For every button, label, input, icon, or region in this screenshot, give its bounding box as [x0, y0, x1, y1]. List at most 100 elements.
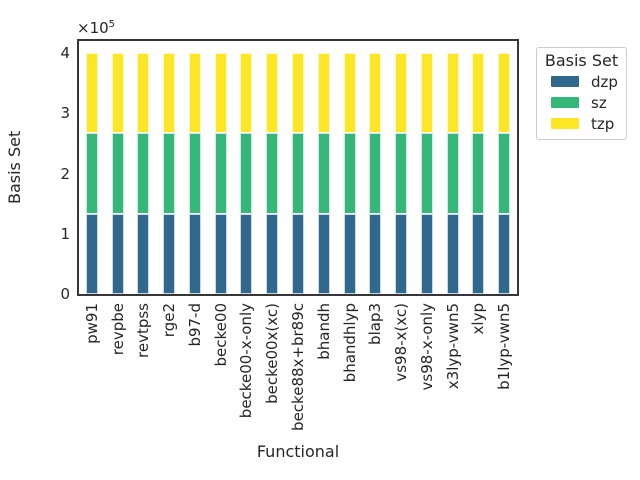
- bar-segment-dzp: [395, 213, 408, 294]
- bar-segment-sz: [498, 133, 511, 214]
- legend-entry-tzp: tzp: [542, 113, 621, 134]
- bar-segment-sz: [317, 133, 330, 214]
- bar-segment-tzp: [214, 53, 227, 134]
- legend: Basis Set dzp sz tzp: [536, 47, 627, 140]
- legend-swatch-icon: [551, 118, 579, 129]
- bar-segment-dzp: [472, 213, 485, 294]
- x-tick-label: bhandh: [314, 303, 333, 360]
- bar-segment-sz: [240, 133, 253, 214]
- bar-segment-dzp: [137, 213, 150, 294]
- stacked-bar: [420, 53, 433, 294]
- offset-base: ×10: [77, 19, 109, 37]
- stacked-bar: [395, 53, 408, 294]
- stacked-bar: [498, 53, 511, 294]
- y-tick-label: 3: [60, 104, 70, 123]
- legend-entry-label: sz: [591, 93, 607, 112]
- stacked-bar: [317, 53, 330, 294]
- bar-segment-tzp: [446, 53, 459, 134]
- bar-segment-dzp: [369, 213, 382, 294]
- stacked-bar: [472, 53, 485, 294]
- bar-segment-tzp: [343, 53, 356, 134]
- stacked-bar: [188, 53, 201, 294]
- bar-segment-tzp: [163, 53, 176, 134]
- bar-segment-dzp: [163, 213, 176, 294]
- x-tick-label: vs98-x-only: [417, 303, 436, 391]
- x-tick-label: revtpss: [134, 303, 153, 358]
- bar-segment-sz: [446, 133, 459, 214]
- bar-segment-tzp: [111, 53, 124, 134]
- x-tick-label: pw91: [82, 303, 101, 344]
- x-tick-label: xlyp: [469, 303, 488, 335]
- bar-segment-dzp: [343, 213, 356, 294]
- bar-segment-tzp: [85, 53, 98, 134]
- bar-segment-sz: [163, 133, 176, 214]
- stacked-bar: [266, 53, 279, 294]
- bar-segment-dzp: [292, 213, 304, 294]
- legend-entry-label: dzp: [591, 72, 618, 91]
- stacked-bar: [292, 53, 304, 294]
- bar-segment-dzp: [446, 213, 459, 294]
- bar-segment-dzp: [498, 213, 511, 294]
- bar-segment-dzp: [111, 213, 124, 294]
- x-tick-label: becke00x(xc): [263, 303, 282, 404]
- y-axis-offset-text: ×105: [77, 16, 115, 37]
- bar-segment-tzp: [292, 53, 304, 134]
- bar-segment-tzp: [137, 53, 150, 134]
- bar-segment-sz: [369, 133, 382, 214]
- legend-entry-sz: sz: [542, 92, 621, 113]
- y-axis-label: Basis Set: [5, 130, 24, 205]
- bar-segment-tzp: [317, 53, 330, 134]
- bar-segment-dzp: [214, 213, 227, 294]
- x-tick-label: becke00-x-only: [237, 303, 256, 419]
- stacked-bar: [343, 53, 356, 294]
- bar-segment-dzp: [317, 213, 330, 294]
- bar-segment-tzp: [188, 53, 201, 134]
- x-tick-label: b1lyp-vwn5: [495, 303, 514, 390]
- bar-segment-tzp: [266, 53, 279, 134]
- stacked-bar: [369, 53, 382, 294]
- bar-segment-sz: [472, 133, 485, 214]
- bar-segment-tzp: [420, 53, 433, 134]
- bar-segment-sz: [188, 133, 201, 214]
- bar-segment-sz: [266, 133, 279, 214]
- bar-segment-tzp: [498, 53, 511, 134]
- bar-segment-dzp: [188, 213, 201, 294]
- x-tick-label: x3lyp-vwn5: [443, 303, 462, 390]
- stacked-bar: [137, 53, 150, 294]
- y-tick-label: 4: [60, 44, 70, 63]
- legend-title: Basis Set: [544, 51, 619, 70]
- stacked-bar: [85, 53, 98, 294]
- legend-entries: dzp sz tzp: [542, 71, 621, 134]
- legend-entry-label: tzp: [591, 114, 615, 133]
- y-tick-label: 0: [60, 285, 70, 303]
- y-tick-label: 1: [60, 224, 70, 243]
- legend-swatch-icon: [551, 76, 579, 87]
- bar-segment-sz: [343, 133, 356, 214]
- x-tick-label: vs98-x(xc): [392, 303, 411, 382]
- x-tick-label: b97-d: [185, 303, 204, 347]
- x-tick-label: revpbe: [108, 303, 127, 356]
- bar-segment-dzp: [85, 213, 98, 294]
- bar-segment-sz: [137, 133, 150, 214]
- bar-segment-tzp: [240, 53, 253, 134]
- x-axis-label: Functional: [256, 442, 340, 461]
- bar-segment-dzp: [240, 213, 253, 294]
- stacked-bar: [111, 53, 124, 294]
- bar-segment-sz: [292, 133, 304, 214]
- legend-swatch-icon: [551, 97, 579, 108]
- stacked-bar: [240, 53, 253, 294]
- x-tick-label: bhandhlyp: [340, 303, 359, 383]
- stacked-bar: [163, 53, 176, 294]
- bar-segment-sz: [85, 133, 98, 214]
- x-tick-label: rge2: [160, 303, 179, 338]
- bar-segment-dzp: [266, 213, 279, 294]
- bar-segment-tzp: [369, 53, 382, 134]
- bar-segment-dzp: [420, 213, 433, 294]
- offset-exponent: 5: [108, 19, 116, 30]
- legend-entry-dzp: dzp: [542, 71, 621, 92]
- x-tick-label: blap3: [366, 303, 385, 345]
- stacked-bar: [214, 53, 227, 294]
- bar-segment-sz: [395, 133, 408, 214]
- bar-segment-sz: [420, 133, 433, 214]
